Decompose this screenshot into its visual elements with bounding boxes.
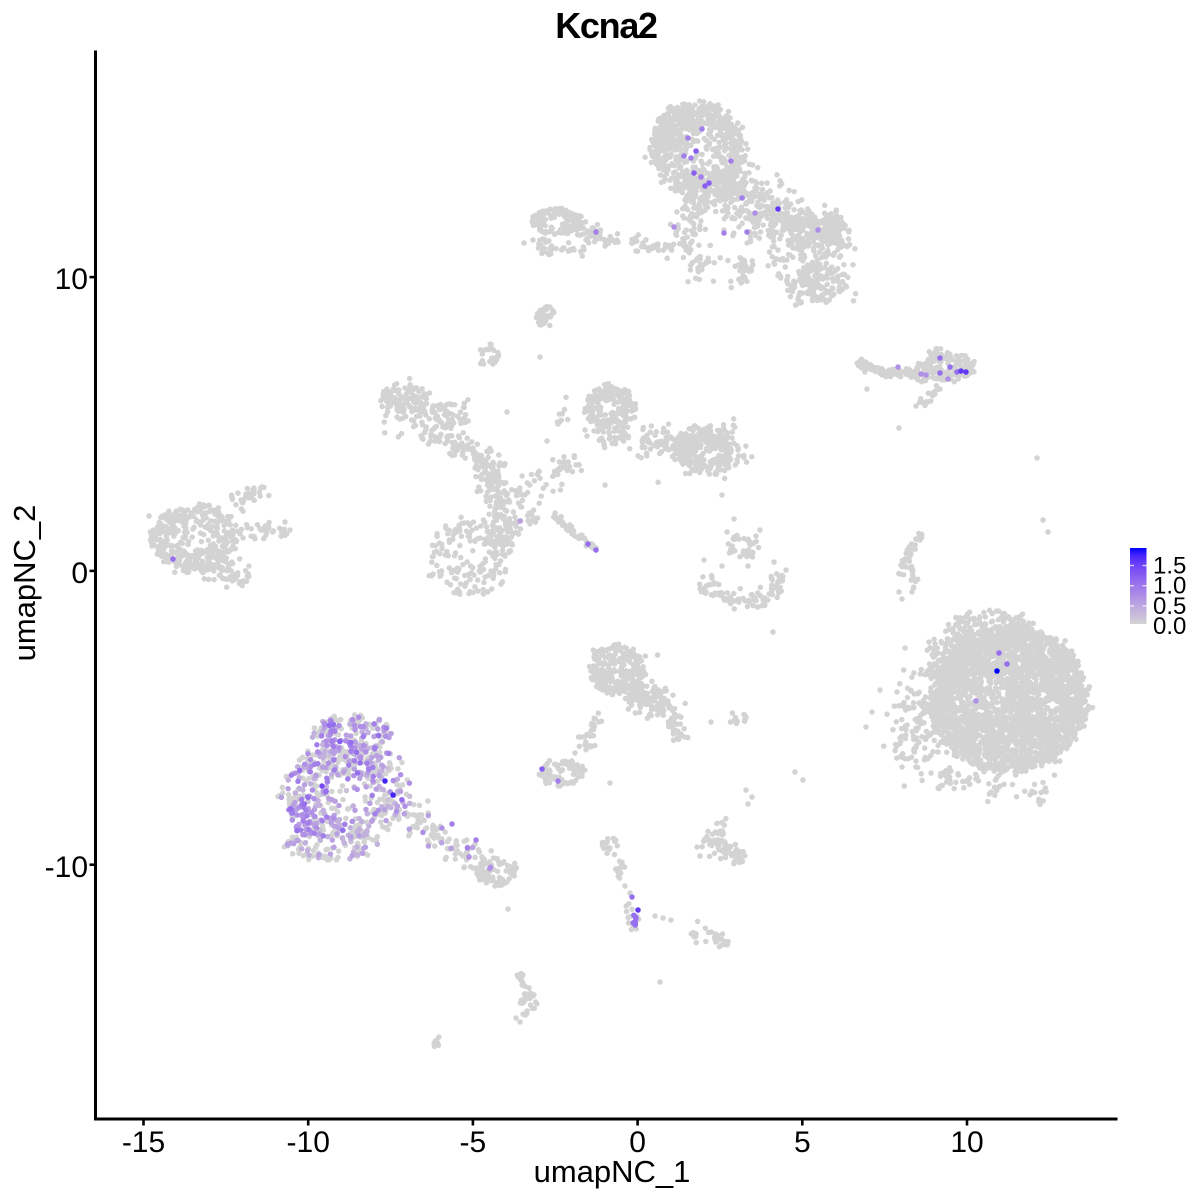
svg-text:10: 10 <box>950 1126 983 1159</box>
svg-text:Kcna2: Kcna2 <box>555 5 657 46</box>
svg-text:10: 10 <box>55 263 88 296</box>
svg-text:-10: -10 <box>45 851 88 884</box>
svg-text:1.5: 1.5 <box>1153 553 1186 580</box>
svg-text:0: 0 <box>629 1126 646 1159</box>
svg-text:0: 0 <box>71 557 88 590</box>
svg-text:umapNC_1: umapNC_1 <box>534 1154 691 1189</box>
svg-text:0.0: 0.0 <box>1153 613 1186 640</box>
svg-text:0.5: 0.5 <box>1153 593 1186 620</box>
svg-text:1.0: 1.0 <box>1153 573 1186 600</box>
svg-text:-15: -15 <box>122 1126 165 1159</box>
svg-text:umapNC_2: umapNC_2 <box>7 505 42 662</box>
svg-text:5: 5 <box>794 1126 811 1159</box>
svg-text:-10: -10 <box>287 1126 330 1159</box>
svg-text:-5: -5 <box>460 1126 487 1159</box>
